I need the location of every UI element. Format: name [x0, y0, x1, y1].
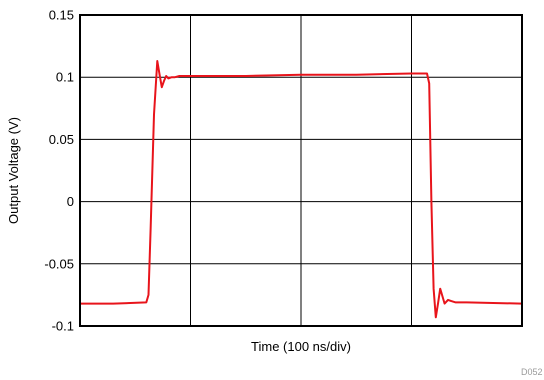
y-tick-label: 0 — [67, 194, 74, 209]
plot-frame — [79, 14, 523, 327]
y-tick-label: -0.1 — [52, 319, 74, 334]
y-tick-label: 0.15 — [49, 8, 74, 23]
series-group — [80, 60, 523, 319]
figure-code: D052 — [521, 367, 543, 377]
series-line — [80, 60, 523, 319]
y-axis-ticks: 0.15 0.1 0.05 0 -0.05 -0.1 — [44, 8, 74, 334]
x-axis-label: Time (100 ns/div) — [251, 339, 351, 354]
y-tick-label: 0.05 — [49, 132, 74, 147]
y-tick-label: 0.1 — [56, 70, 74, 85]
y-axis-label: Output Voltage (V) — [6, 117, 21, 224]
y-tick-label: -0.05 — [44, 256, 74, 271]
grid — [80, 14, 522, 327]
